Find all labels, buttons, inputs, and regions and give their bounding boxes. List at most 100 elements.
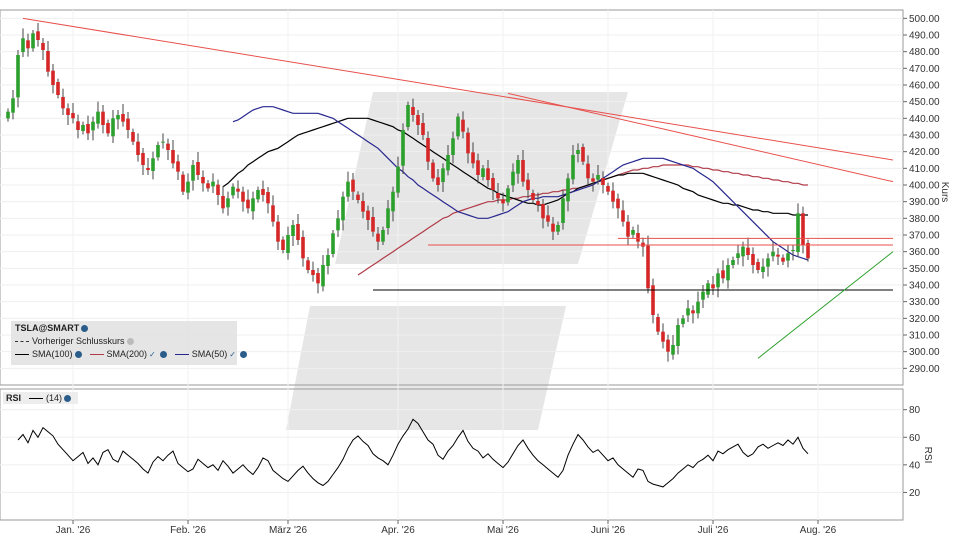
candle-body — [751, 254, 755, 265]
check-icon[interactable]: ✓ — [149, 350, 156, 359]
candle-body — [261, 189, 265, 195]
globe-icon[interactable] — [64, 394, 72, 402]
candle-body — [606, 186, 610, 192]
toggle-dot-icon[interactable] — [126, 338, 134, 345]
candle-body — [266, 192, 270, 204]
candle-body — [426, 138, 430, 162]
candle-body — [716, 273, 720, 288]
candle-body — [496, 193, 500, 199]
price-pane-frame — [0, 9, 904, 386]
candle-body — [601, 178, 605, 185]
rsi-legend: RSI (14) — [3, 392, 79, 404]
candle-body — [596, 175, 600, 180]
candle-body — [111, 118, 115, 137]
candle-body — [231, 186, 235, 196]
candle-body — [551, 223, 555, 232]
candle-body — [476, 160, 480, 175]
candle-body — [451, 138, 455, 155]
candle-body — [456, 116, 460, 137]
candle-body — [66, 108, 70, 115]
trendline — [22, 17, 894, 161]
candle-body — [311, 270, 315, 275]
candle-body — [81, 125, 85, 131]
candle-body — [336, 218, 340, 231]
candle-body — [621, 210, 625, 222]
candle-body — [356, 194, 360, 200]
candle-body — [56, 82, 60, 95]
candle-body — [546, 215, 550, 222]
candle-body — [756, 262, 760, 270]
globe-icon[interactable] — [81, 325, 89, 332]
candle-body — [316, 273, 320, 284]
candle-body — [761, 266, 765, 272]
grid — [0, 10, 903, 520]
candle-body — [506, 188, 510, 203]
trendlines — [22, 17, 894, 359]
globe-icon[interactable] — [74, 351, 82, 358]
candle-body — [416, 115, 420, 125]
candle-body — [41, 43, 45, 50]
chart-legend: TSLA@SMART Vorheriger Schlusskurs SMA(10… — [11, 321, 247, 365]
candle-body — [401, 130, 405, 166]
price-axis: 290.00 300.00 310.00 320.00 330.00 340.00 350.… — [903, 14, 940, 375]
candle-body — [726, 265, 730, 281]
candle-body — [296, 224, 300, 240]
candle-body — [301, 237, 305, 259]
candle-body — [31, 33, 35, 49]
candle-body — [731, 260, 735, 265]
candle-body — [206, 183, 210, 189]
candle-body — [361, 201, 365, 212]
price-tick-label: 460.00 — [909, 81, 940, 92]
sma100-path — [222, 117, 808, 216]
candle-body — [691, 310, 695, 314]
candle-body — [211, 181, 215, 187]
globe-icon[interactable] — [159, 351, 167, 358]
candle-body — [766, 258, 770, 267]
candle-body — [61, 97, 65, 109]
candle-body — [246, 199, 250, 209]
candle-body — [156, 145, 160, 158]
candle-body — [626, 221, 630, 237]
candle-body — [411, 107, 415, 115]
price-tick-label: 370.00 — [909, 231, 940, 242]
candle-body — [421, 123, 425, 135]
price-tick-label: 430.00 — [909, 131, 940, 142]
candle-body — [106, 123, 110, 134]
time-axis: Jan. '26 Feb. '26 März '26 Apr. '26 Mai '26 J… — [56, 520, 837, 536]
rsi-tick-label: 20 — [909, 488, 921, 499]
candle-body — [281, 239, 285, 250]
candle-body — [251, 198, 255, 212]
candle-body — [741, 246, 745, 257]
time-tick-label: Feb. '26 — [170, 525, 206, 536]
candle-body — [686, 308, 690, 316]
candle-body — [501, 199, 505, 204]
candle-body — [381, 230, 385, 242]
candle-body — [86, 124, 90, 134]
candle-body — [216, 184, 220, 195]
rsi-axis-label: RSI — [922, 447, 933, 464]
price-tick-label: 330.00 — [909, 297, 940, 308]
candle-body — [26, 40, 30, 49]
price-tick-label: 500.00 — [909, 14, 940, 25]
time-tick-label: Mai '26 — [487, 525, 519, 536]
candle-body — [541, 204, 545, 219]
sma100-line — [222, 117, 808, 216]
sma50-swatch — [174, 354, 189, 355]
candle-body — [406, 105, 410, 127]
candle-body — [446, 155, 450, 171]
candle-body — [161, 141, 165, 143]
candle-body — [636, 233, 640, 242]
candle-body — [736, 253, 740, 258]
time-tick-label: Apr. '26 — [381, 525, 415, 536]
instrument-label: TSLA@SMART — [15, 323, 80, 333]
candle-body — [131, 132, 135, 142]
candle-body — [21, 38, 25, 52]
globe-icon[interactable] — [239, 351, 247, 358]
check-icon[interactable]: ✓ — [229, 350, 236, 359]
rsi-tick-label: 80 — [909, 405, 921, 416]
candle-body — [526, 179, 530, 190]
candle-body — [16, 55, 20, 98]
legend-sma50: SMA(50) — [191, 349, 228, 359]
candle-body — [101, 111, 105, 125]
